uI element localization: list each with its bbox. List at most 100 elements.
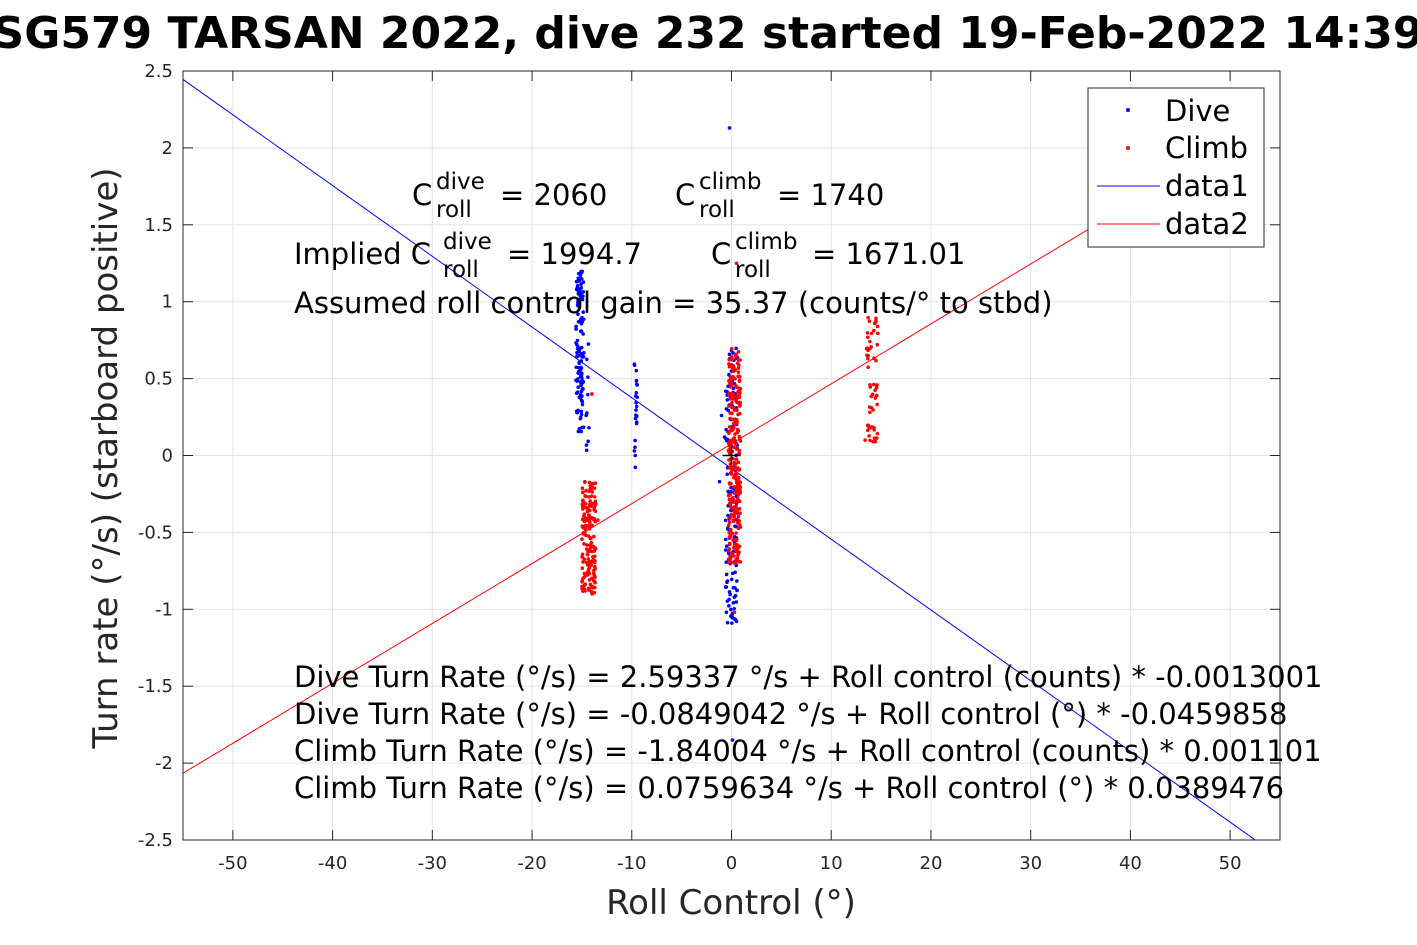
point-climb bbox=[582, 542, 586, 546]
svg-text:roll: roll bbox=[699, 197, 735, 223]
point-climb bbox=[731, 519, 736, 524]
point-climb bbox=[580, 578, 585, 583]
point-dive bbox=[579, 409, 584, 414]
point-climb bbox=[728, 541, 732, 546]
point-dive bbox=[576, 429, 581, 433]
point-climb bbox=[729, 428, 734, 432]
point-climb bbox=[736, 467, 741, 472]
point-dive bbox=[581, 310, 585, 314]
point-climb bbox=[731, 374, 735, 379]
fit-line-data1 bbox=[183, 79, 1257, 840]
point-dive bbox=[579, 345, 584, 350]
point-dive bbox=[734, 579, 739, 583]
point-dive bbox=[633, 465, 638, 470]
point-dive bbox=[578, 374, 583, 379]
point-climb bbox=[734, 477, 738, 482]
point-climb bbox=[585, 543, 589, 547]
svg-text:roll: roll bbox=[735, 257, 771, 283]
x-tick-label: -30 bbox=[418, 853, 447, 874]
point-climb bbox=[589, 540, 594, 545]
x-axis-label: Roll Control (°) bbox=[606, 883, 856, 923]
point-dive bbox=[574, 327, 578, 331]
y-tick-label: 0 bbox=[162, 446, 173, 467]
point-dive bbox=[578, 416, 583, 421]
point-climb bbox=[727, 520, 732, 524]
point-dive bbox=[729, 607, 733, 612]
point-climb bbox=[590, 483, 594, 488]
point-climb bbox=[732, 514, 737, 519]
point-dive bbox=[586, 342, 591, 346]
point-climb bbox=[873, 388, 877, 393]
point-climb bbox=[736, 357, 741, 362]
point-climb bbox=[730, 411, 734, 416]
point-dive bbox=[727, 126, 732, 130]
point-climb bbox=[865, 356, 870, 361]
point-climb bbox=[868, 339, 872, 344]
point-climb bbox=[588, 559, 592, 564]
point-dive bbox=[734, 619, 739, 624]
point-dive bbox=[580, 318, 584, 322]
legend-dive-marker bbox=[1126, 108, 1130, 112]
x-tick-label: -40 bbox=[318, 853, 347, 874]
point-dive bbox=[574, 365, 579, 370]
point-climb bbox=[873, 321, 877, 325]
point-dive bbox=[732, 595, 737, 599]
point-climb bbox=[873, 439, 878, 444]
point-climb bbox=[732, 610, 737, 615]
point-climb bbox=[729, 465, 733, 470]
point-dive bbox=[729, 485, 733, 490]
point-climb bbox=[728, 416, 732, 421]
point-climb bbox=[738, 386, 743, 391]
point-dive bbox=[730, 738, 735, 742]
point-climb bbox=[736, 514, 741, 519]
point-climb bbox=[733, 465, 738, 469]
point-dive bbox=[727, 590, 732, 594]
point-climb bbox=[736, 389, 740, 394]
point-climb bbox=[735, 509, 740, 514]
svg-text:dive: dive bbox=[443, 229, 492, 255]
point-climb bbox=[728, 533, 733, 537]
point-climb bbox=[589, 589, 594, 594]
point-climb bbox=[870, 425, 874, 429]
point-dive bbox=[575, 390, 580, 394]
point-dive bbox=[576, 345, 581, 350]
point-climb bbox=[584, 488, 588, 493]
point-dive bbox=[724, 585, 729, 589]
point-climb bbox=[733, 490, 737, 495]
legend-box bbox=[1087, 87, 1265, 248]
point-dive bbox=[579, 365, 583, 370]
point-climb bbox=[730, 357, 734, 361]
point-climb bbox=[735, 427, 740, 432]
point-climb bbox=[581, 530, 586, 535]
point-climb bbox=[582, 583, 587, 588]
origin-marker bbox=[722, 446, 741, 465]
point-climb bbox=[583, 527, 588, 531]
point-dive bbox=[584, 413, 588, 418]
implied-dive-annotation: Implied C dive roll = 1994.7 bbox=[294, 229, 642, 283]
point-climb bbox=[737, 506, 742, 511]
x-tick-label: 0 bbox=[726, 853, 737, 874]
svg-text:= 1994.7: = 1994.7 bbox=[507, 237, 642, 271]
point-dive bbox=[581, 332, 585, 336]
point-climb bbox=[865, 335, 870, 340]
point-climb bbox=[735, 408, 739, 412]
point-dive bbox=[634, 378, 639, 383]
point-climb bbox=[872, 328, 876, 333]
x-axis-ticks: -50 -40 -30 -20 -10 0 10 20 30 40 50 bbox=[218, 71, 1242, 874]
x-tick-label: 10 bbox=[820, 853, 843, 874]
point-climb bbox=[732, 554, 736, 558]
point-dive bbox=[580, 387, 585, 391]
point-dive bbox=[724, 572, 729, 577]
point-dive bbox=[577, 369, 582, 374]
point-climb bbox=[590, 501, 595, 506]
point-climb bbox=[592, 486, 597, 490]
equation-3: Climb Turn Rate (°/s) = -1.84004 °/s + R… bbox=[294, 734, 1322, 768]
point-dive bbox=[576, 292, 581, 296]
point-dive bbox=[724, 560, 729, 564]
y-tick-label: 1 bbox=[162, 292, 173, 313]
point-dive bbox=[579, 383, 584, 388]
point-climb bbox=[736, 475, 741, 480]
point-climb bbox=[592, 495, 597, 499]
point-climb bbox=[868, 438, 872, 443]
point-dive bbox=[578, 329, 583, 334]
